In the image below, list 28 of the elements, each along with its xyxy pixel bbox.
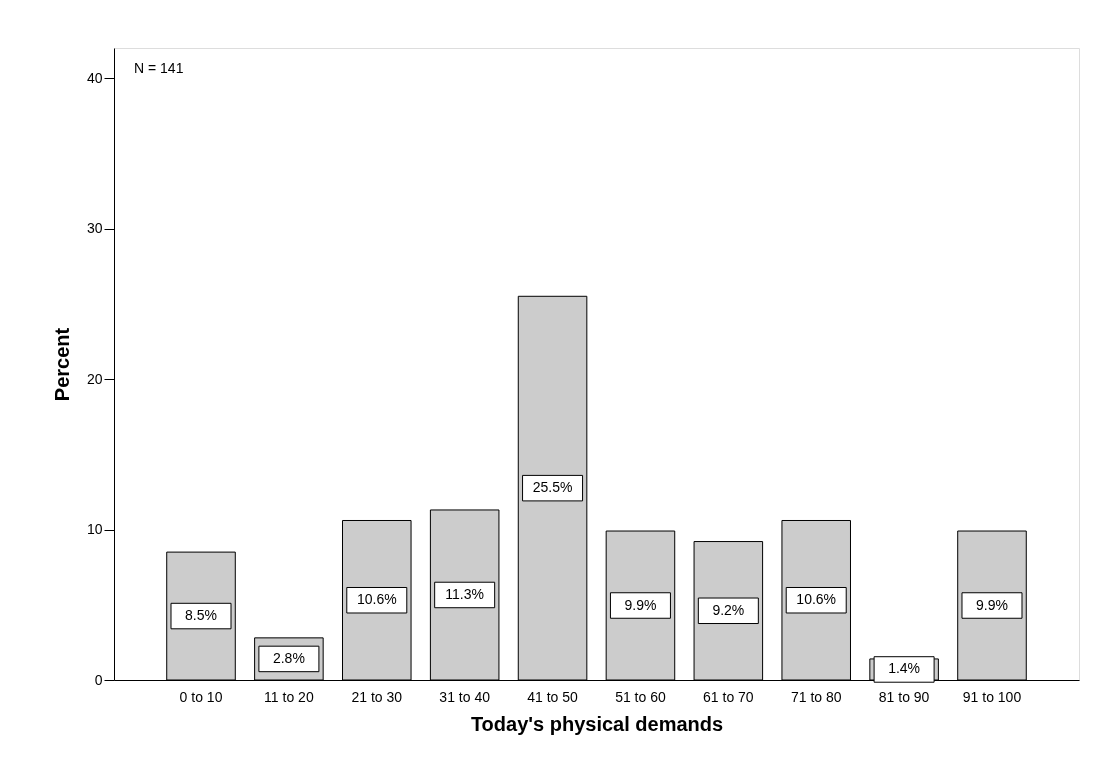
y-tick-label: 40 [86,69,103,86]
y-tick-label: 20 [86,370,103,387]
y-tick-label: 30 [86,220,103,237]
x-tick-label: 21 to 30 [351,688,403,705]
x-axis-title: Today's physical demands [470,712,724,735]
x-tick-label: 71 to 80 [790,688,842,705]
data-label: 9.2% [712,601,745,618]
data-label: 8.5% [185,607,217,624]
data-label: 10.6% [796,591,837,608]
data-label: 11.3% [445,585,485,602]
data-label: 10.6% [356,591,397,608]
data-label: 1.4% [888,660,921,677]
y-axis-title: Percent [50,327,73,402]
x-tick-label: 81 to 90 [878,688,930,705]
x-tick-label: 41 to 50 [527,688,579,705]
y-tick-label: 10 [86,521,103,538]
x-tick-label: 91 to 100 [962,688,1022,705]
data-label: 2.8% [272,649,305,666]
x-tick-label: 31 to 40 [439,688,491,705]
data-label: 9.9% [624,596,657,613]
data-label: 25.5% [532,479,573,496]
x-tick-label: 0 to 10 [179,688,223,705]
data-label: 9.9% [976,596,1008,613]
x-tick-label: 11 to 20 [264,688,314,705]
annotation: N = 141 [134,60,184,76]
y-tick-label: 0 [94,671,103,688]
x-tick-label: 51 to 60 [615,688,666,705]
x-tick-label: 61 to 70 [703,688,754,705]
